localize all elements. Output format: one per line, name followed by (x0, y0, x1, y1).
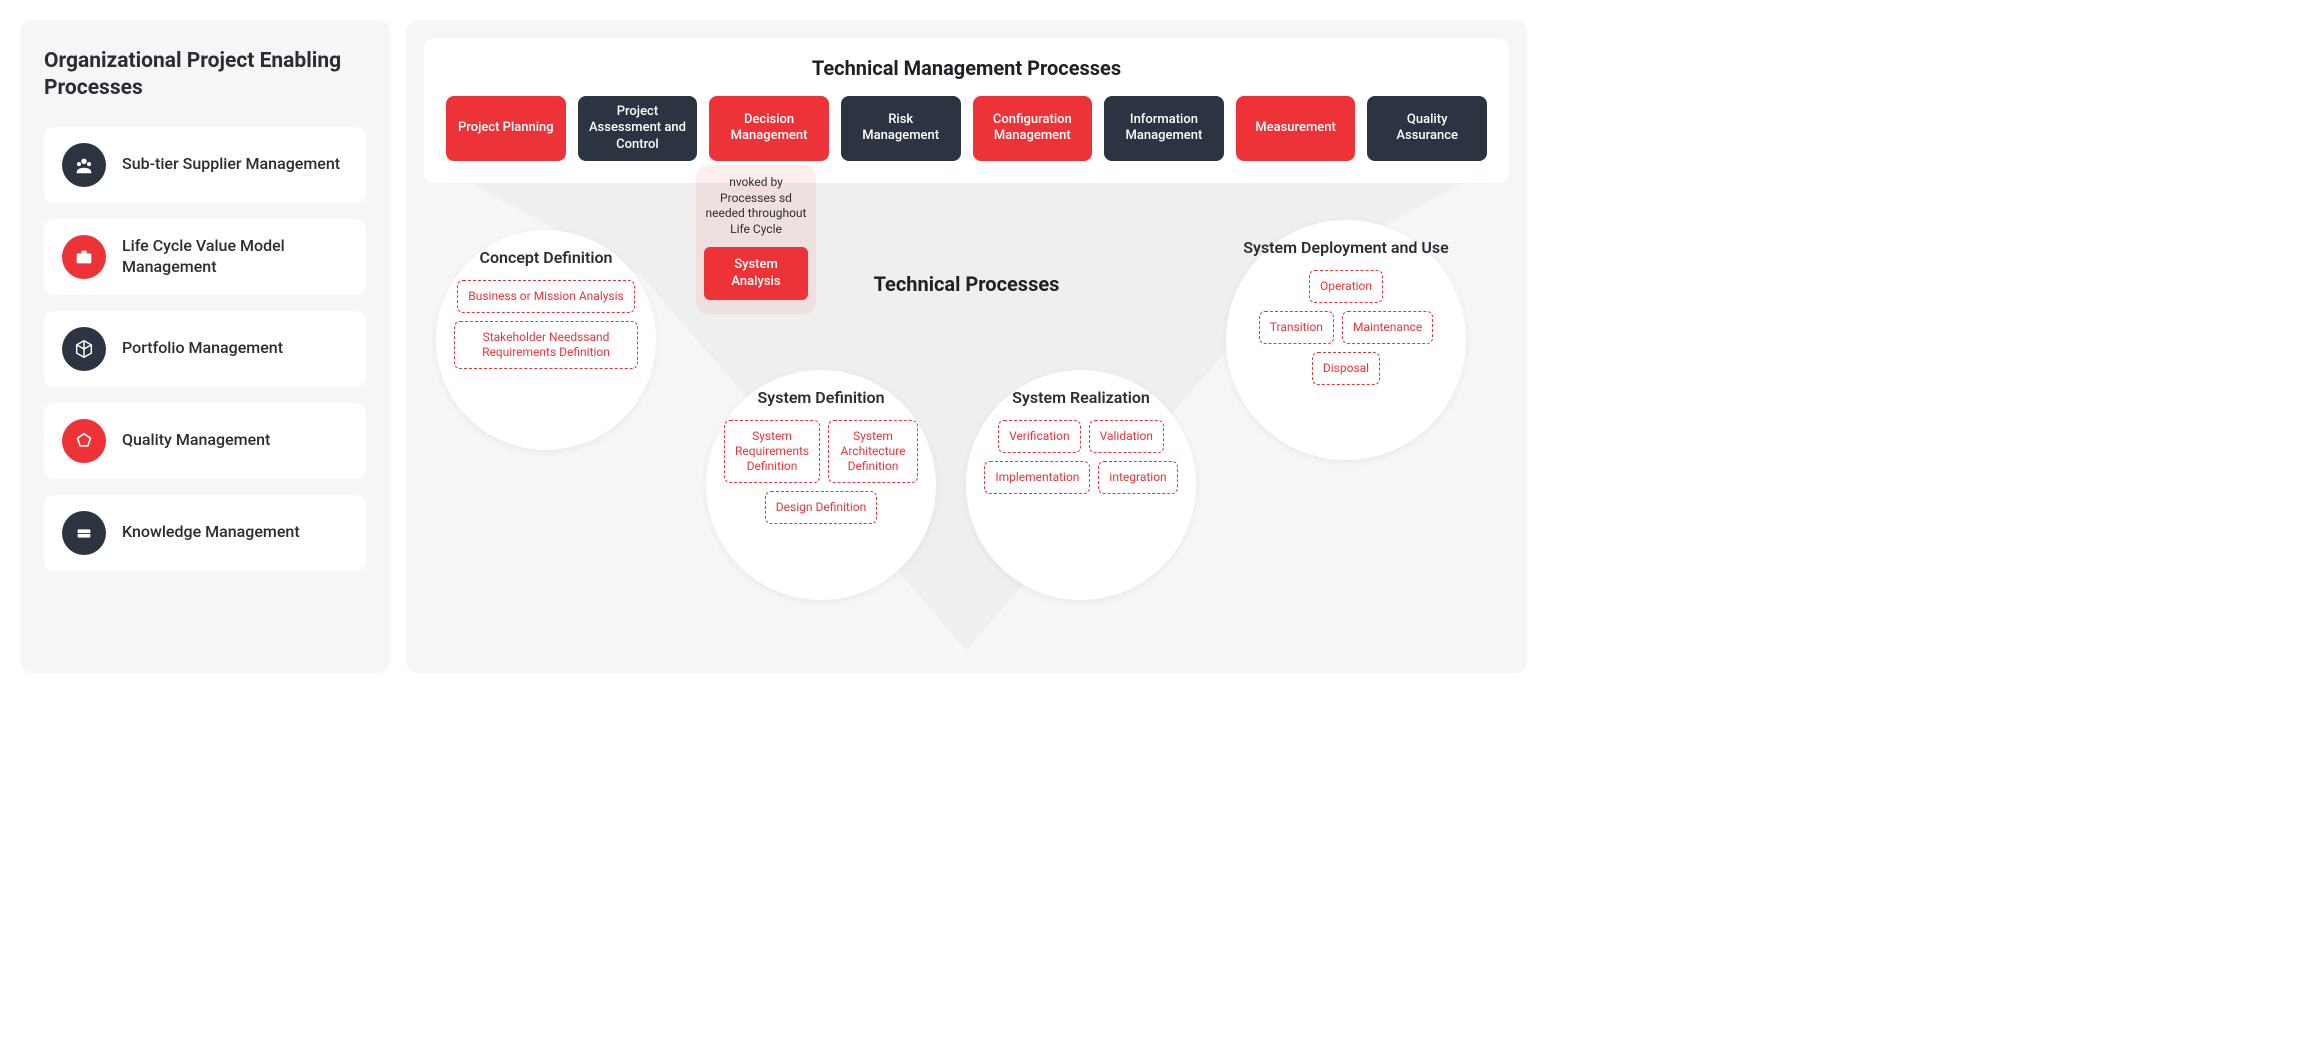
process-node-row: VerificationValidation (998, 420, 1164, 453)
tech-mgmt-chip: Quality Assurance (1367, 96, 1487, 161)
left-item: Quality Management (44, 403, 366, 479)
users-icon (62, 143, 106, 187)
process-box: Maintenance (1342, 311, 1433, 344)
diagram-root: Organizational Project Enabling Processe… (0, 0, 1547, 693)
left-item-label: Sub-tier Supplier Management (122, 154, 340, 175)
left-item-label: Portfolio Management (122, 338, 283, 359)
process-box: Implementation (984, 461, 1090, 494)
left-item: Portfolio Management (44, 311, 366, 387)
process-node-row: Implementationintegration (984, 461, 1177, 494)
tech-mgmt-chip-row: Project PlanningProject Assessment and C… (446, 96, 1487, 161)
process-box: Validation (1089, 420, 1164, 453)
process-node: System Definition System Requirements Def… (706, 370, 936, 600)
left-item-label: Life Cycle Value Model Management (122, 236, 348, 278)
left-panel-list: Sub-tier Supplier Management Life Cycle V… (44, 127, 366, 571)
cube-icon (62, 327, 106, 371)
process-node-row: Disposal (1312, 352, 1380, 385)
process-node-items: System Requirements DefinitionSystem Arc… (706, 420, 936, 524)
left-item: Knowledge Management (44, 495, 366, 571)
process-node-items: Business or Mission Analysis Stakeholder … (436, 280, 656, 369)
tech-mgmt-chip: Risk Management (841, 96, 961, 161)
process-node-row: Business or Mission Analysis (457, 280, 634, 313)
left-item-label: Quality Management (122, 430, 270, 451)
tech-mgmt-chip: Project Assessment and Control (578, 96, 698, 161)
process-node-title: Concept Definition (436, 248, 656, 268)
tech-mgmt-chip: Information Management (1104, 96, 1224, 161)
tech-mgmt-title: Technical Management Processes (446, 56, 1487, 80)
left-item: Life Cycle Value Model Management (44, 219, 366, 295)
tech-mgmt-chip: Project Planning (446, 96, 566, 161)
right-panel: Technical Management Processes Project P… (406, 20, 1527, 673)
left-panel-title: Organizational Project Enabling Processe… (44, 48, 366, 103)
process-node-title: System Definition (706, 388, 936, 408)
tech-mgmt-card: Technical Management Processes Project P… (424, 38, 1509, 183)
process-node-row: Stakeholder Needssand Requirements Defin… (454, 321, 638, 369)
callout-text: nvoked by Processes sd needed throughout… (704, 175, 808, 237)
system-analysis-button: System Analysis (704, 247, 808, 300)
process-box: Disposal (1312, 352, 1380, 385)
process-node: System Realization VerificationValidation… (966, 370, 1196, 600)
process-node-row: System Requirements DefinitionSystem Arc… (724, 420, 918, 483)
process-box: System Requirements Definition (724, 420, 820, 483)
process-node-items: VerificationValidation Implementationinte… (966, 420, 1196, 494)
process-node-row: TransitionMaintenance (1259, 311, 1433, 344)
process-box: Operation (1309, 270, 1383, 303)
tech-mgmt-chip: Configuration Management (973, 96, 1093, 161)
process-box: Transition (1259, 311, 1334, 344)
process-node-row: Design Definition (765, 491, 877, 524)
process-node: System Deployment and Use Operation Transi… (1226, 220, 1466, 460)
left-item-label: Knowledge Management (122, 522, 300, 543)
technical-processes-title: Technical Processes (874, 272, 1060, 296)
books-icon (62, 511, 106, 555)
process-node-items: Operation TransitionMaintenance Disposal (1226, 270, 1466, 385)
process-node-title: System Realization (966, 388, 1196, 408)
left-item: Sub-tier Supplier Management (44, 127, 366, 203)
process-box: Verification (998, 420, 1081, 453)
pentagon-icon (62, 419, 106, 463)
process-box: Stakeholder Needssand Requirements Defin… (454, 321, 638, 369)
tech-mgmt-chip: Measurement (1236, 96, 1356, 161)
left-panel: Organizational Project Enabling Processe… (20, 20, 390, 673)
process-box: Business or Mission Analysis (457, 280, 634, 313)
briefcase-icon (62, 235, 106, 279)
process-node-title: System Deployment and Use (1226, 238, 1466, 258)
process-box: System Architecture Definition (828, 420, 918, 483)
process-box: integration (1098, 461, 1177, 494)
process-node-row: Operation (1309, 270, 1383, 303)
process-box: Design Definition (765, 491, 877, 524)
system-analysis-callout: nvoked by Processes sd needed throughout… (696, 165, 816, 314)
tech-mgmt-chip: Decision Management (709, 96, 829, 161)
process-node: Concept Definition Business or Mission An… (436, 230, 656, 450)
